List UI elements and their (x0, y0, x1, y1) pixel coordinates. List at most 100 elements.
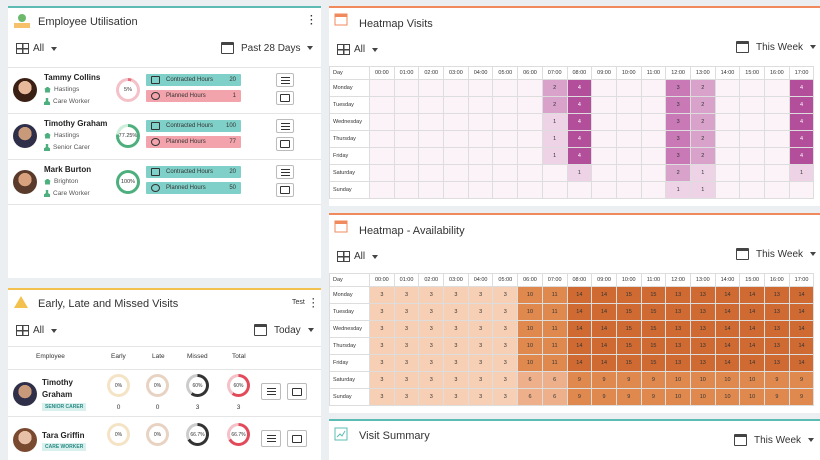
heatmap-row: Saturday 3 3 3 3 3 3 6 6 9 9 9 9 10 10 10 10 9 9 (329, 371, 815, 389)
heatmap-cell: 14 (739, 303, 765, 321)
utilisation-filter-all[interactable]: All (16, 43, 58, 54)
visits-filter-all[interactable]: All (16, 325, 58, 336)
heatmap-cell (764, 164, 790, 182)
heatmap-hour-header: 01:00 (393, 66, 420, 80)
heatmap-cell (714, 147, 741, 165)
home-icon (44, 178, 51, 185)
heatmap-cell: 14 (788, 337, 815, 355)
heatmap-cell: 3 (418, 286, 445, 304)
list-button[interactable] (261, 430, 281, 447)
visit-summary-panel: Visit Summary This Week (329, 419, 820, 460)
heatmap-hour-header: 03:00 (443, 273, 469, 287)
heatmap-cell: 3 (467, 354, 494, 372)
heatmap-cell: 15 (615, 320, 642, 338)
heatmap-cell: 3 (492, 354, 519, 372)
heatmap-visits-filter-range[interactable]: This Week (736, 41, 817, 53)
heatmap-cell: 14 (788, 320, 815, 338)
heatmap-row: Sunday 3 3 3 3 3 3 6 6 9 9 9 9 10 10 10 10 9 9 (329, 388, 815, 406)
heatmap-cell: 10 (665, 371, 691, 389)
heatmap-cell (517, 181, 543, 199)
heatmap-cell: 14 (788, 286, 815, 304)
heatmap-row: Monday 3 3 3 3 3 3 10 11 14 14 15 15 13 13 14 14 13 14 (329, 286, 815, 304)
more-options-icon[interactable]: · · · (310, 11, 314, 30)
heatmap-cell: 14 (591, 320, 617, 338)
heatmap-cell: 14 (566, 286, 593, 304)
heatmap-availability-filter-all[interactable]: All (337, 251, 379, 262)
heatmap-day-label: Sunday (329, 388, 370, 406)
heatmap-cell: 9 (591, 371, 617, 389)
list-button[interactable] (276, 73, 294, 87)
heatmap-cell (443, 181, 469, 199)
late-ring: 0% (146, 374, 169, 397)
heatmap-cell: 11 (541, 354, 568, 372)
heatmap-cell (492, 130, 519, 148)
utilisation-donut: 77.25% (116, 124, 140, 148)
employee-name: Tammy Collins (44, 73, 101, 82)
heatmap-cell (467, 79, 494, 97)
login-button[interactable] (276, 183, 294, 197)
heatmap-cell (714, 79, 741, 97)
heatmap-hour-header: 06:00 (517, 66, 543, 80)
heatmap-cell: 10 (517, 320, 543, 338)
person-icon (44, 144, 50, 151)
heatmap-cell: 3 (393, 371, 420, 389)
heatmap-cell: 3 (369, 286, 395, 304)
heatmap-cell: 4 (566, 113, 593, 131)
grid-icon (337, 44, 350, 55)
heatmap-availability-table: Day 00:00 01:00 02:00 03:00 04:00 05:00 06:00 07… (329, 273, 815, 406)
visits-filter-range[interactable]: Today (254, 324, 314, 336)
heatmap-cell: 6 (541, 371, 568, 389)
heatmap-cell (393, 96, 420, 114)
heatmap-cell: 3 (443, 371, 469, 389)
heatmap-cell: 10 (739, 388, 765, 406)
more-options-icon[interactable]: · · · (312, 294, 315, 312)
heatmap-cell: 14 (739, 286, 765, 304)
heatmap-cell: 11 (541, 286, 568, 304)
heatmap-cell (492, 181, 519, 199)
visit-summary-filter-range[interactable]: This Week (734, 434, 815, 446)
heatmap-hour-header: 11:00 (640, 66, 667, 80)
employee-row: Mark Burton Brighton Care Worker 100% Co… (8, 159, 321, 205)
heatmap-hour-header: 05:00 (492, 66, 519, 80)
heatmap-day-label: Tuesday (329, 303, 370, 321)
visits-title: Early, Late and Missed Visits (38, 298, 179, 310)
heatmap-cell (764, 96, 790, 114)
heatmap-cell: 15 (640, 286, 667, 304)
list-icon (266, 388, 276, 395)
visit-summary-title: Visit Summary (359, 430, 430, 442)
login-button[interactable] (276, 137, 294, 151)
role-badge: SENIOR CARER (42, 403, 87, 411)
heatmap-cell (369, 181, 395, 199)
heatmap-visits-filter-all[interactable]: All (337, 44, 379, 55)
contracted-hours-bar: Contracted Hours 20 (146, 166, 241, 178)
total-ring: 60% (227, 374, 250, 397)
heatmap-hour-header: 00:00 (369, 273, 395, 287)
heatmap-cell: 9 (566, 388, 593, 406)
login-button[interactable] (287, 430, 307, 447)
heatmap-day-label: Saturday (329, 371, 370, 389)
home-icon (44, 132, 51, 139)
heatmap-row: Tuesday 2 4 3 2 4 (329, 96, 815, 114)
employee-name: Mark Burton (44, 165, 92, 174)
heatmap-cell (492, 147, 519, 165)
heatmap-day-label: Sunday (329, 181, 370, 199)
heatmap-cell (393, 113, 420, 131)
heatmap-cell: 6 (517, 388, 543, 406)
heatmap-hour-header: 10:00 (615, 66, 642, 80)
employee-row: Tammy Collins Hastings Care Worker 5% Co… (8, 67, 321, 113)
heatmap-availability-filter-range[interactable]: This Week (736, 248, 817, 260)
heatmap-cell: 9 (764, 388, 790, 406)
list-button[interactable] (276, 165, 294, 179)
list-button[interactable] (276, 119, 294, 133)
heatmap-cell: 1 (541, 147, 568, 165)
login-button[interactable] (287, 383, 307, 400)
heatmap-hour-header: 07:00 (541, 66, 568, 80)
heatmap-cell: 3 (443, 337, 469, 355)
grid-icon (337, 251, 350, 262)
login-button[interactable] (276, 91, 294, 105)
heatmap-cell (393, 164, 420, 182)
employee-role: Senior Carer (44, 144, 90, 151)
utilisation-filter-range[interactable]: Past 28 Days (221, 42, 314, 54)
stopwatch-icon (151, 184, 160, 192)
list-button[interactable] (261, 383, 281, 400)
